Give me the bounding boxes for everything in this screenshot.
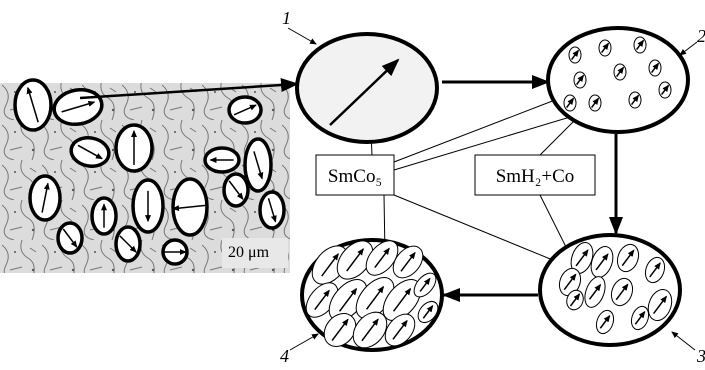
pointer: [672, 332, 695, 350]
pointer: [290, 334, 318, 350]
phase-label: SmCo₅: [328, 166, 382, 187]
stage-number: 1: [282, 8, 291, 28]
stage-number: 2: [697, 26, 705, 46]
pointer: [288, 28, 316, 44]
phase-label: SmH₂+Co: [496, 166, 575, 187]
stage-number: 3: [696, 346, 705, 365]
micrograph: 20 μm: [0, 80, 290, 273]
scale-label: 20 μm: [228, 244, 270, 261]
pointer: [680, 42, 697, 55]
stage-number: 4: [280, 346, 289, 365]
diagram: 20 μm SmCo₅ SmH₂+Co 1 2 3 4: [0, 0, 705, 365]
